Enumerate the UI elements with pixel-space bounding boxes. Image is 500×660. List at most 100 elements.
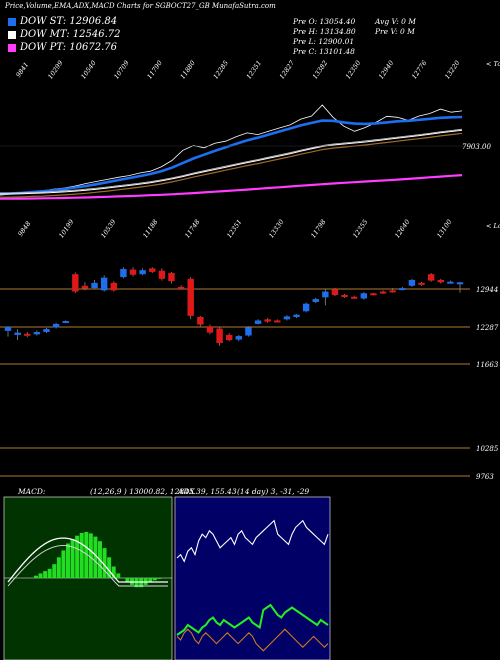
adx-label: ADX: [178, 487, 195, 496]
macd-panel: [3, 496, 173, 660]
macd-hist-bar: [88, 533, 93, 578]
candle-body: [235, 336, 243, 340]
macd-hist-bar: [107, 557, 112, 578]
ema-lows-label: < Lows: [486, 222, 500, 230]
candle-body: [149, 268, 156, 272]
macd-hist-bar: [116, 573, 121, 578]
price-level-label: 11663: [476, 361, 499, 369]
ema-top-tick: 12285: [212, 59, 230, 81]
candle-body: [370, 293, 377, 296]
legend-swatch-st: [8, 17, 16, 26]
candle-body: [81, 285, 89, 289]
candle-body: [389, 290, 396, 293]
ema-top-tick: 13220: [443, 59, 461, 81]
ema-bottom-tick: 10199: [57, 218, 75, 240]
candle-body: [91, 282, 98, 289]
candle-body: [129, 269, 137, 275]
ema-top-tick: 12776: [410, 59, 428, 81]
macd-hist-bar: [61, 550, 66, 578]
ema-top-tick: 10540: [79, 59, 97, 81]
candle-body: [62, 321, 69, 324]
ema-series-ema-st: [0, 115, 463, 195]
ema-series-ema-pt: [0, 174, 463, 200]
legend-dow-st: DOW ST: 12906.84: [8, 16, 117, 27]
macd-params: (12,26,9 ) 13000.82, 12845.39, 155.43: [90, 487, 237, 496]
price-panel: 12944 12287 11663 10285 9763: [0, 267, 499, 481]
macd-hist-bar: [148, 578, 153, 583]
adx-series-di: [176, 628, 329, 652]
macd-hist-bar: [47, 568, 52, 578]
ema-bottom-tick: 12640: [393, 218, 411, 240]
price-level-label: 12944: [476, 286, 498, 294]
macd-hist-bar: [111, 566, 116, 578]
candle-body: [264, 319, 271, 322]
ema-bottom-tick: 12355: [351, 218, 369, 240]
macd-hist-bar: [38, 573, 43, 578]
ema-tops-label: < Tops: [486, 60, 500, 68]
macd-hist-bar: [70, 538, 75, 578]
legend-swatch-pt: [8, 43, 16, 52]
candle-body: [14, 332, 21, 335]
price-level-label: 9763: [476, 473, 494, 481]
candle-body: [245, 327, 252, 336]
candle-body: [341, 295, 348, 298]
ema-top-tick: 11880: [179, 59, 197, 81]
stat-pre-volume: Pre V: 0 M: [375, 27, 415, 36]
stat-pre-close: Pre C: 13101.48: [293, 47, 355, 56]
adx-series-di: [176, 603, 329, 636]
candle-body: [177, 286, 185, 289]
ema-bottom-tick: 10539: [99, 218, 117, 240]
ema-bottom-tick: 11798: [309, 218, 327, 240]
macd-label: MACD:: [18, 487, 46, 496]
legend-dow-mt: DOW MT: 12546.72: [8, 29, 121, 40]
candle-body: [437, 279, 444, 283]
candle-body: [322, 291, 329, 298]
macd-hist-bar: [157, 578, 162, 579]
ema-panel: 9841 10299 10540 10709 11790 11880 12285 12351 1…: [0, 58, 500, 240]
ema-top-tick: 12350: [344, 59, 362, 81]
legend-st-label: DOW ST: 12906.84: [20, 16, 118, 27]
candle-body: [52, 323, 60, 328]
candle-body: [456, 282, 464, 285]
ema-top-tick: 12940: [377, 59, 395, 81]
candle-body: [187, 278, 194, 316]
candle-body: [418, 282, 425, 285]
candle-body: [206, 326, 214, 333]
ema-top-tick: 11790: [145, 59, 163, 81]
candle-body: [197, 316, 204, 325]
candle-body: [274, 320, 281, 323]
candle-body: [293, 314, 300, 317]
legend-dow-pt: DOW PT: 10672.76: [8, 42, 117, 53]
candle-body: [158, 270, 166, 279]
chart-title: Price,Volume,EMA,ADX,MACD Charts for SGB…: [5, 2, 276, 10]
macd-hist-bar: [75, 535, 80, 578]
candle-body: [360, 293, 368, 299]
ema-bottom-tick: 11748: [183, 218, 201, 240]
ema-series-ema-mt: [0, 129, 463, 195]
adx-series-adx: [176, 519, 329, 563]
ema-top-tick: 12827: [278, 58, 297, 80]
stat-pre-high: Pre H: 13134.80: [293, 27, 356, 36]
legend-swatch-mt: [8, 30, 16, 39]
ema-top-tick: 10709: [112, 59, 130, 81]
ema-top-tick: 13382: [311, 59, 329, 81]
candle-body: [43, 329, 50, 333]
macd-hist-bar: [43, 571, 48, 578]
candle-body: [254, 320, 262, 324]
adx-frame: [174, 496, 331, 660]
ema-bottom-tick: 13330: [267, 218, 285, 240]
candle-body: [427, 274, 435, 281]
ema-top-tick: 10299: [46, 59, 64, 81]
ema-bottom-tick: 12351: [225, 218, 243, 240]
macd-hist-bar: [93, 536, 98, 578]
candle-body: [331, 289, 339, 296]
macd-hist-bar: [66, 543, 70, 578]
candle-body: [216, 328, 223, 344]
candle-body: [408, 279, 416, 286]
ema-series-price: [0, 104, 463, 196]
ema-bottom-tick: 11188: [141, 218, 159, 240]
macd-hist-bar: [125, 578, 130, 583]
candle-body: [72, 274, 79, 292]
candle-body: [351, 296, 358, 299]
ema-bottom-tick: 13100: [435, 218, 453, 240]
